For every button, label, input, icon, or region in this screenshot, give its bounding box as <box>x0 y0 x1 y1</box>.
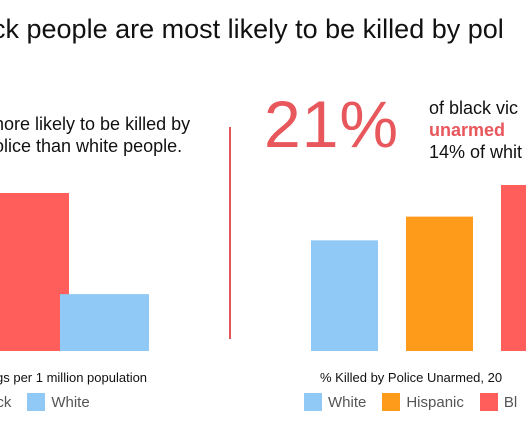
right-statement-line-3: 14% of whit <box>429 142 523 162</box>
legend-item-black: ack <box>0 393 11 411</box>
right-panel-statement: of black vic unarmed 14% of whit <box>429 97 522 163</box>
bar-black <box>501 185 526 351</box>
right-chart-xlabel: % Killed by Police Unarmed, 20 <box>320 370 503 385</box>
right-statement-highlight: unarmed <box>429 120 506 140</box>
bar-white <box>311 240 378 351</box>
legend-swatch-white <box>27 393 46 411</box>
bar-white <box>60 294 149 351</box>
big-percentage: 21% <box>264 87 400 161</box>
legend-label-hispanic: Hispanic <box>406 393 464 411</box>
left-statement-line-2: olice than white people. <box>0 136 183 156</box>
legend-label-black: Bl <box>503 393 518 411</box>
legend-item-white: White <box>27 393 90 411</box>
legend-item-black: Bl <box>479 393 518 411</box>
left-statement-line-1: nore likely to be killed by <box>0 114 191 134</box>
legend-swatch-hispanic <box>382 393 401 411</box>
left-panel-statement: nore likely to be killed by olice than w… <box>0 113 190 157</box>
legend-label-black: ack <box>0 393 12 411</box>
legend-label-white: White <box>51 393 90 411</box>
legend-item-hispanic: Hispanic <box>382 393 464 411</box>
bar-black <box>0 193 69 351</box>
right-statement-line-1: of black vic <box>429 98 519 118</box>
page-title: ck people are most likely to be killed b… <box>0 14 504 44</box>
legend-label-white: White <box>328 393 367 411</box>
panel-divider <box>229 127 231 339</box>
left-chart-xlabel: gs per 1 million population <box>0 370 148 385</box>
right-chart-legend: White Hispanic Bl <box>304 393 526 411</box>
legend-swatch-white <box>304 393 322 411</box>
legend-swatch-black <box>479 393 498 411</box>
left-chart-legend: ack White <box>0 393 106 411</box>
bar-hispanic <box>406 216 473 351</box>
legend-item-white: White <box>304 393 366 411</box>
